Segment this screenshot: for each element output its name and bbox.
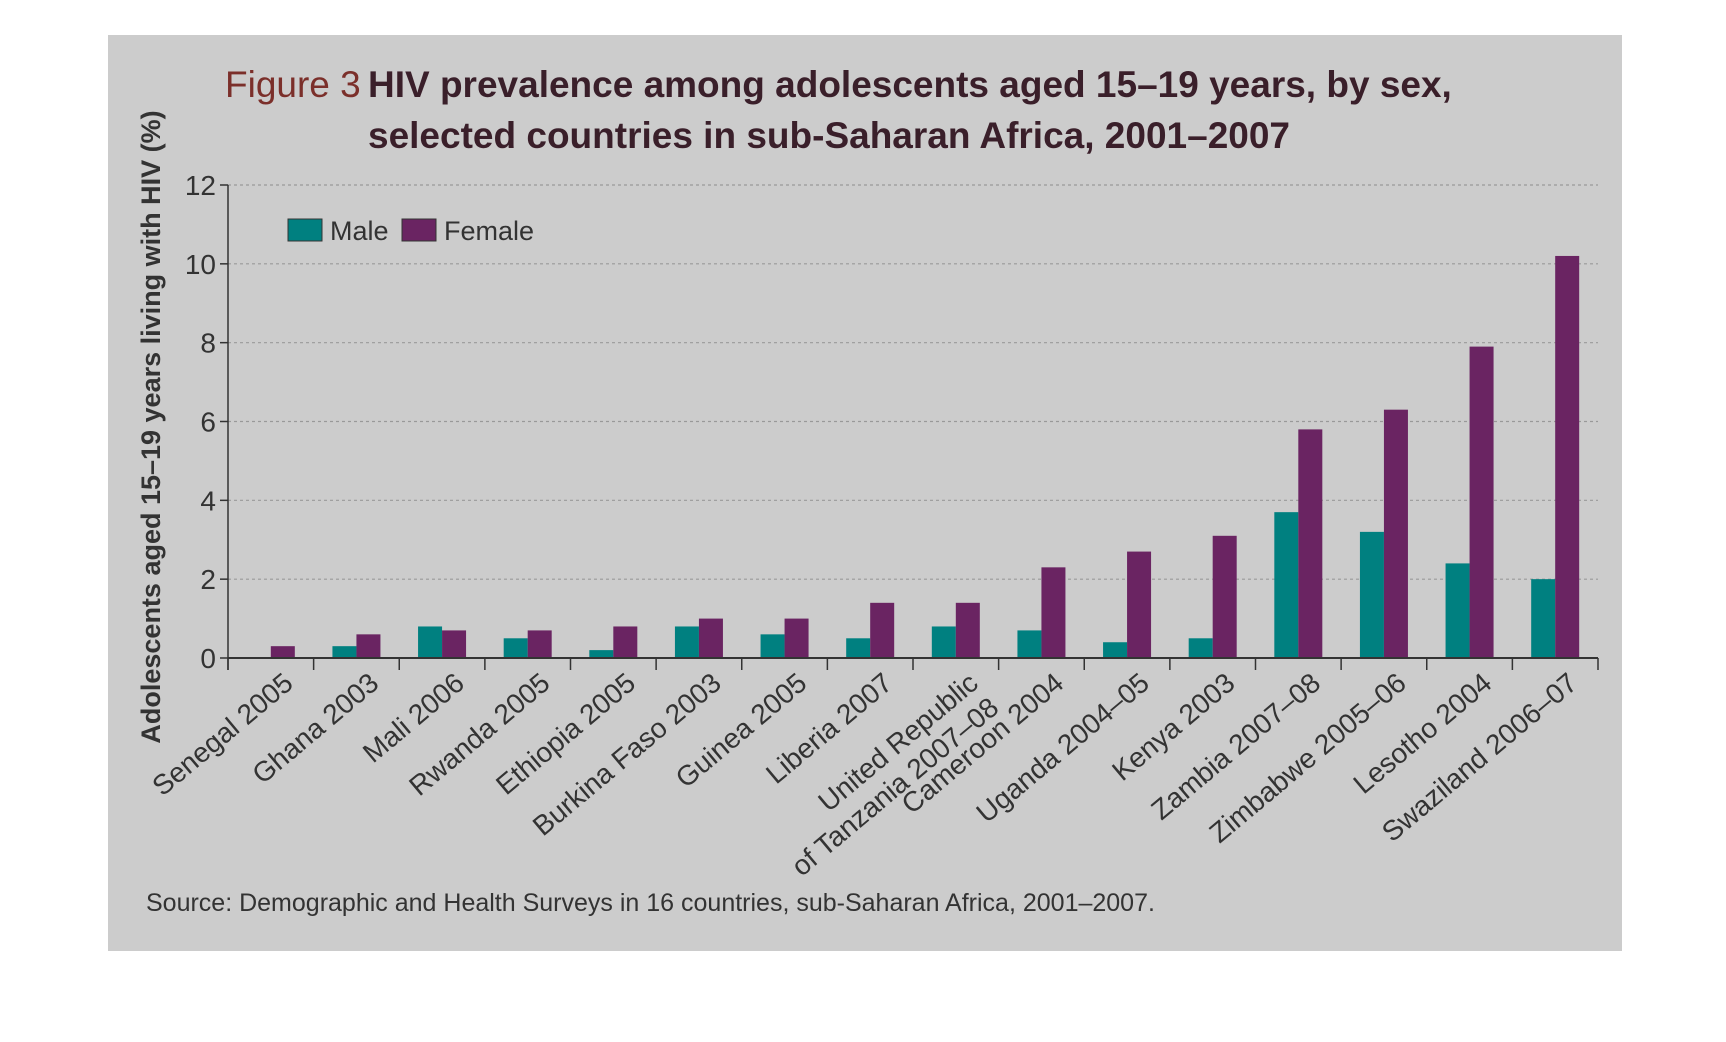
chart-title-line2: selected countries in sub-Saharan Africa… [368,115,1290,156]
bar-female-9 [1041,567,1066,658]
bar-female-11 [1212,535,1237,658]
bar-female-14 [1469,346,1494,658]
bar-female-13 [1383,409,1408,658]
legend-label-male: Male [330,216,389,246]
y-tick-label: 8 [200,328,216,359]
bar-female-3 [527,630,552,658]
bar-male-1 [332,646,357,658]
y-tick-label: 0 [200,643,216,674]
bar-male-13 [1359,531,1384,658]
bar-female-2 [442,630,467,658]
bar-female-7 [870,602,895,658]
source-note: Source: Demographic and Health Surveys i… [146,889,1155,917]
legend: Male Female [287,216,534,246]
figure-panel: Figure 3 HIV prevalence among adolescent… [108,35,1622,951]
bar-male-6 [760,634,785,658]
bar-male-15 [1531,579,1556,658]
bar-male-10 [1103,642,1128,658]
legend-label-female: Female [444,216,534,246]
y-tick-label: 2 [200,564,216,595]
bar-female-1 [356,634,381,658]
bar-female-5 [698,618,723,658]
y-axis-ticks: 0 2 4 6 8 10 12 [185,170,228,674]
bar-male-5 [674,626,699,658]
legend-swatch-male [287,218,323,242]
bars [270,255,1580,658]
chart-title-line1: HIV prevalence among adolescents aged 15… [368,64,1452,105]
bar-male-11 [1188,638,1213,658]
bar-male-9 [1017,630,1042,658]
y-tick-label: 10 [185,249,216,280]
bar-male-7 [846,638,871,658]
y-tick-label: 4 [200,485,216,516]
legend-swatch-female [401,218,437,242]
bar-female-15 [1555,255,1580,658]
bar-female-10 [1127,551,1152,658]
bar-male-12 [1274,512,1299,658]
y-tick-label: 6 [200,407,216,438]
y-tick-label: 12 [185,170,216,201]
bar-male-8 [931,626,956,658]
bar-chart: Figure 3 HIV prevalence among adolescent… [136,64,1599,917]
bar-female-8 [955,602,980,658]
bar-female-12 [1298,429,1323,658]
figure-label: Figure 3 [225,64,361,105]
bar-male-2 [418,626,443,658]
bar-female-0 [270,646,295,658]
bar-female-4 [613,626,638,658]
bar-male-3 [503,638,528,658]
bar-female-6 [784,618,809,658]
bar-male-14 [1445,563,1470,658]
y-axis-label: Adolescents aged 15–19 years living with… [136,110,166,743]
bar-male-4 [589,650,614,658]
